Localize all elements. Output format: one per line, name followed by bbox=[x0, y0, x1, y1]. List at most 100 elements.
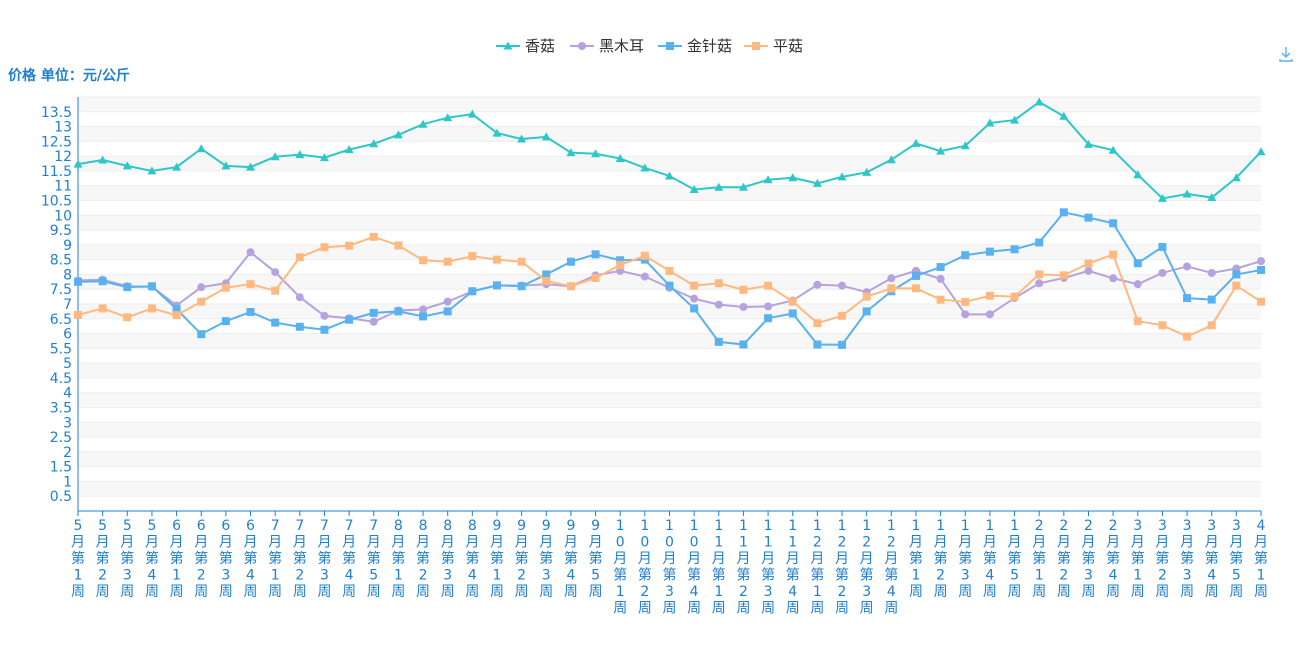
data-point[interactable] bbox=[1158, 268, 1167, 277]
data-point[interactable] bbox=[246, 248, 255, 257]
data-point[interactable] bbox=[74, 277, 82, 286]
data-point[interactable] bbox=[862, 167, 872, 176]
data-point[interactable] bbox=[738, 182, 748, 191]
data-point[interactable] bbox=[271, 268, 280, 277]
data-point[interactable] bbox=[1035, 270, 1044, 279]
data-point[interactable] bbox=[1084, 259, 1093, 268]
data-point[interactable] bbox=[467, 109, 477, 118]
data-point[interactable] bbox=[541, 132, 551, 141]
data-point[interactable] bbox=[788, 173, 798, 182]
data-point[interactable] bbox=[1133, 280, 1142, 289]
data-point[interactable] bbox=[1257, 257, 1265, 266]
data-point[interactable] bbox=[147, 166, 157, 175]
download-icon[interactable] bbox=[1279, 47, 1293, 62]
data-point[interactable] bbox=[615, 154, 625, 163]
data-point[interactable] bbox=[1010, 245, 1019, 254]
data-point[interactable] bbox=[862, 307, 871, 316]
data-point[interactable] bbox=[911, 284, 920, 293]
data-point[interactable] bbox=[640, 272, 649, 281]
data-point[interactable] bbox=[492, 255, 501, 264]
data-point[interactable] bbox=[295, 150, 305, 159]
data-point[interactable] bbox=[616, 256, 625, 265]
data-point[interactable] bbox=[1034, 97, 1044, 106]
data-point[interactable] bbox=[295, 253, 304, 262]
data-point[interactable] bbox=[813, 340, 822, 349]
data-point[interactable] bbox=[764, 314, 773, 323]
data-point[interactable] bbox=[1257, 297, 1265, 306]
data-point[interactable] bbox=[1109, 274, 1118, 283]
data-point[interactable] bbox=[813, 280, 822, 289]
data-point[interactable] bbox=[320, 311, 329, 320]
data-point[interactable] bbox=[73, 159, 83, 168]
data-point[interactable] bbox=[936, 146, 946, 155]
data-point[interactable] bbox=[1257, 265, 1265, 274]
data-point[interactable] bbox=[345, 241, 354, 250]
data-point[interactable] bbox=[1059, 208, 1068, 217]
data-point[interactable] bbox=[394, 241, 403, 250]
data-point[interactable] bbox=[468, 287, 477, 296]
data-point[interactable] bbox=[369, 232, 378, 241]
legend-item[interactable]: 平菇 bbox=[744, 37, 803, 55]
data-point[interactable] bbox=[764, 281, 773, 290]
data-point[interactable] bbox=[1133, 317, 1142, 326]
data-point[interactable] bbox=[961, 310, 970, 319]
data-point[interactable] bbox=[1207, 193, 1217, 202]
legend[interactable]: 香菇 黑木耳 金针菇 平菇 bbox=[496, 37, 803, 55]
data-point[interactable] bbox=[172, 305, 181, 314]
data-point[interactable] bbox=[764, 302, 773, 311]
data-point[interactable] bbox=[419, 312, 428, 321]
data-point[interactable] bbox=[246, 307, 255, 316]
data-point[interactable] bbox=[320, 325, 329, 334]
data-point[interactable] bbox=[1083, 139, 1093, 148]
legend-marker[interactable] bbox=[752, 42, 760, 50]
data-point[interactable] bbox=[591, 149, 601, 158]
data-point[interactable] bbox=[936, 263, 945, 272]
data-point[interactable] bbox=[714, 182, 724, 191]
data-point[interactable] bbox=[1108, 145, 1118, 154]
data-point[interactable] bbox=[566, 257, 575, 266]
data-point[interactable] bbox=[98, 277, 107, 286]
data-point[interactable] bbox=[1010, 292, 1019, 301]
data-point[interactable] bbox=[123, 283, 132, 292]
data-point[interactable] bbox=[788, 309, 797, 318]
data-point[interactable] bbox=[1059, 111, 1069, 120]
data-point[interactable] bbox=[122, 161, 132, 170]
data-point[interactable] bbox=[246, 280, 255, 289]
data-point[interactable] bbox=[838, 311, 847, 320]
legend-item[interactable]: 金针菇 bbox=[658, 37, 732, 55]
data-point[interactable] bbox=[690, 281, 699, 290]
data-point[interactable] bbox=[369, 308, 378, 317]
data-point[interactable] bbox=[1207, 268, 1216, 277]
data-point[interactable] bbox=[1084, 266, 1093, 275]
data-point[interactable] bbox=[1035, 279, 1044, 288]
legend-item[interactable]: 香菇 bbox=[496, 37, 555, 55]
data-point[interactable] bbox=[98, 304, 107, 313]
data-point[interactable] bbox=[566, 282, 575, 291]
data-point[interactable] bbox=[1232, 270, 1241, 279]
data-point[interactable] bbox=[739, 340, 748, 349]
data-point[interactable] bbox=[492, 128, 502, 137]
data-point[interactable] bbox=[689, 185, 699, 194]
data-point[interactable] bbox=[542, 276, 551, 285]
data-point[interactable] bbox=[443, 307, 452, 316]
data-point[interactable] bbox=[862, 292, 871, 301]
data-point[interactable] bbox=[443, 297, 452, 306]
data-point[interactable] bbox=[295, 322, 304, 331]
data-point[interactable] bbox=[147, 304, 156, 313]
data-point[interactable] bbox=[813, 319, 822, 328]
data-point[interactable] bbox=[640, 163, 650, 172]
data-point[interactable] bbox=[197, 283, 206, 292]
data-point[interactable] bbox=[714, 337, 723, 346]
data-point[interactable] bbox=[911, 138, 921, 147]
data-point[interactable] bbox=[246, 162, 256, 171]
data-point[interactable] bbox=[517, 134, 527, 143]
data-point[interactable] bbox=[394, 307, 403, 316]
data-point[interactable] bbox=[1059, 271, 1068, 280]
data-point[interactable] bbox=[443, 257, 452, 266]
data-point[interactable] bbox=[616, 260, 625, 269]
data-point[interactable] bbox=[690, 294, 699, 303]
data-point[interactable] bbox=[887, 274, 896, 283]
data-point[interactable] bbox=[714, 279, 723, 288]
data-point[interactable] bbox=[838, 281, 847, 290]
data-point[interactable] bbox=[196, 144, 206, 153]
